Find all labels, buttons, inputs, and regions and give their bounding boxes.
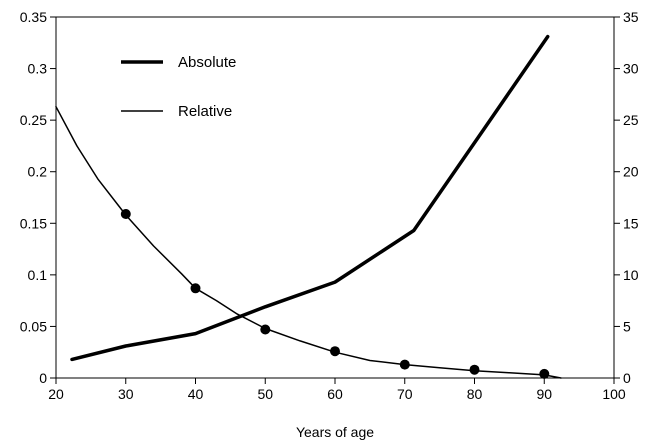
x-tick-label: 90	[536, 386, 552, 402]
x-tick-label: 80	[467, 386, 483, 402]
data-point-relative	[260, 324, 271, 335]
series-line-absolute	[70, 34, 550, 362]
y-right-tick-label: 20	[623, 164, 639, 180]
x-tick-label: 40	[188, 386, 204, 402]
x-tick-label: 30	[118, 386, 134, 402]
y-left-tick-label: 0.15	[20, 215, 47, 231]
y-left-tick-label: 0.05	[20, 318, 47, 334]
y-right-tick-label: 15	[623, 215, 639, 231]
plot-frame	[55, 16, 615, 379]
y-left-tick-label: 0.35	[20, 9, 47, 25]
x-axis-title: Years of age	[296, 424, 374, 440]
legend-label-absolute: Absolute	[178, 54, 236, 71]
x-tick-label: 20	[48, 386, 64, 402]
x-tick-label: 50	[257, 386, 273, 402]
y-right-tick-label: 35	[623, 9, 639, 25]
data-point-relative	[399, 359, 410, 370]
data-point-relative	[330, 346, 340, 357]
x-tick-label: 70	[397, 386, 413, 402]
y-right-tick-label: 25	[623, 112, 639, 128]
y-right-tick-label: 0	[623, 370, 631, 386]
x-tick-label: 60	[327, 386, 343, 402]
y-right-tick-label: 30	[623, 61, 639, 77]
data-point-relative	[120, 209, 131, 219]
data-point-relative	[539, 368, 550, 379]
y-right-tick-label: 5	[623, 318, 631, 334]
y-left-tick-label: 0.2	[28, 164, 48, 180]
legend-label-relative: Relative	[178, 103, 232, 120]
data-point-relative	[469, 364, 480, 375]
y-left-tick-label: 0.25	[20, 112, 47, 128]
y-left-tick-label: 0.3	[28, 61, 48, 77]
y-right-tick-label: 10	[623, 267, 639, 283]
y-left-tick-label: 0	[39, 370, 47, 386]
data-point-relative	[190, 283, 201, 294]
y-left-tick-label: 0.1	[28, 267, 48, 283]
x-tick-label: 100	[602, 386, 626, 402]
series-line-relative	[55, 105, 562, 379]
